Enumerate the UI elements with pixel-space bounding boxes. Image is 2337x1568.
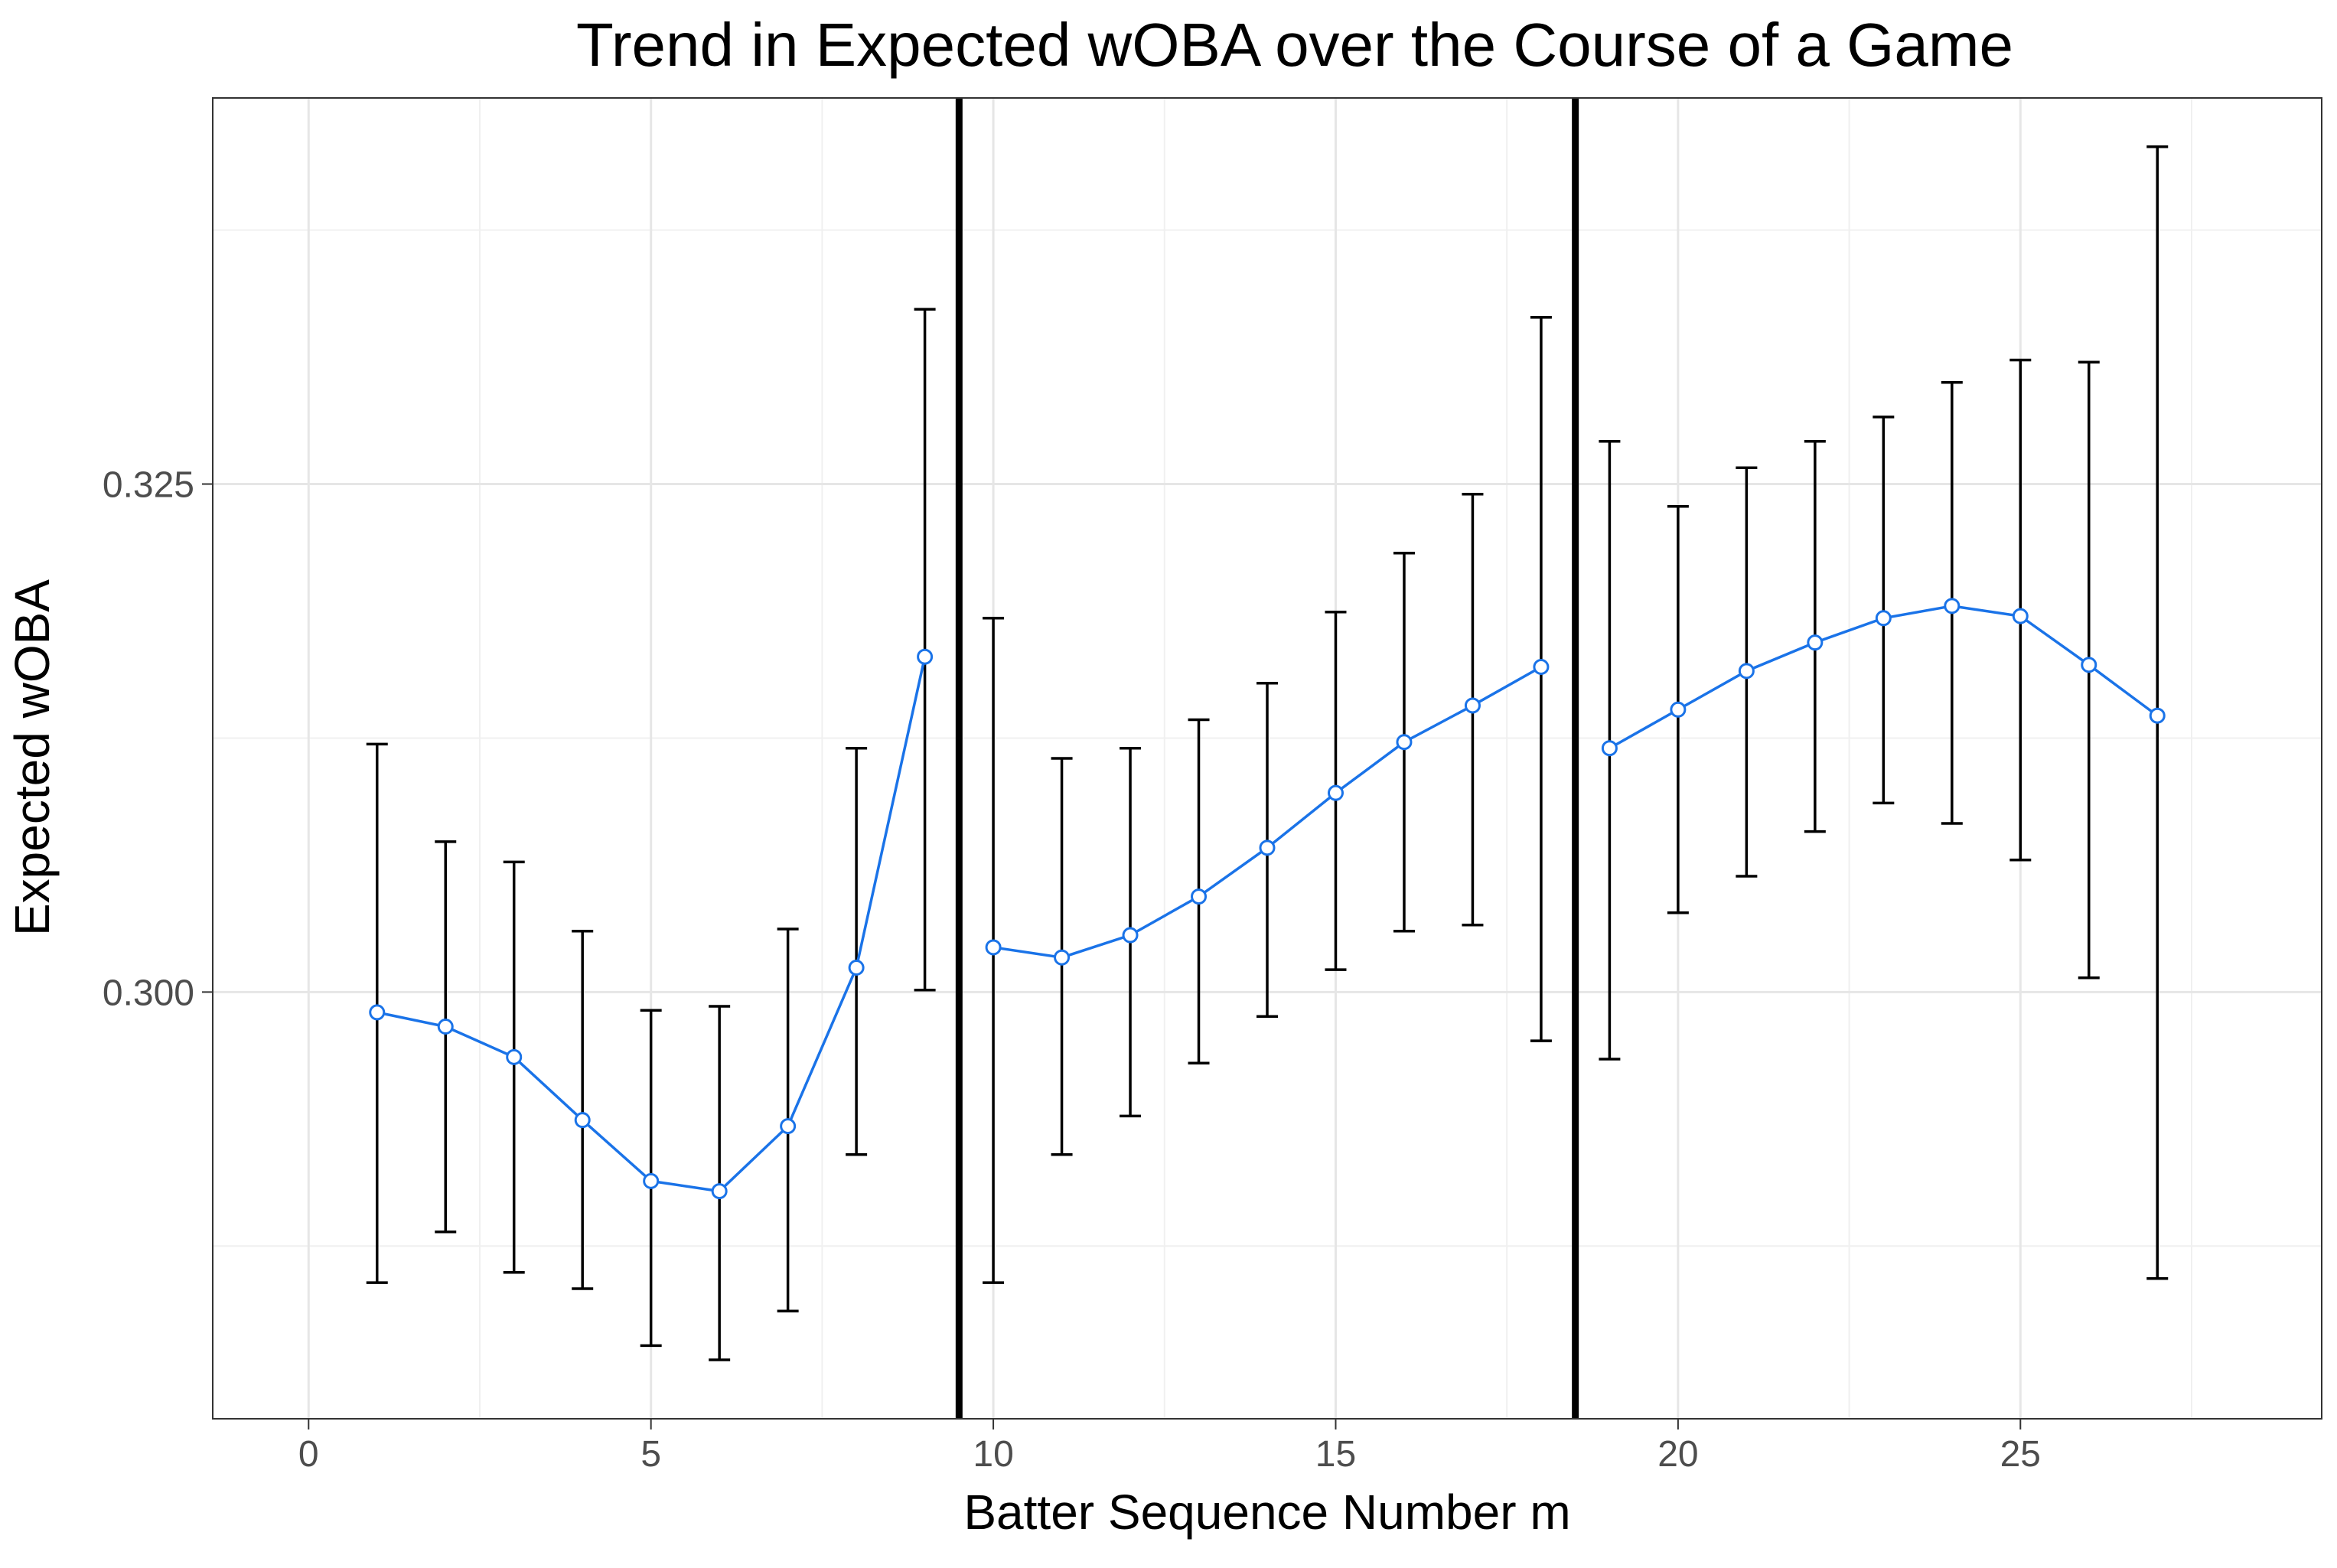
data-point — [1054, 949, 1071, 966]
error-bar — [1530, 316, 1552, 1042]
data-point — [2012, 608, 2029, 624]
error-bars — [366, 145, 2169, 1361]
chart-title: Trend in Expected wOBA over the Course o… — [576, 11, 2013, 79]
data-point — [848, 960, 865, 976]
x-tick-label: 0 — [298, 1434, 319, 1475]
data-point — [1122, 927, 1139, 944]
x-axis: 0 5 10 15 20 25 — [298, 1419, 2041, 1475]
data-series — [369, 598, 2166, 1200]
data-point — [643, 1172, 660, 1189]
data-point — [1738, 663, 1755, 680]
y-axis: 0.300 0.325 — [103, 465, 213, 1013]
data-point — [780, 1118, 797, 1135]
x-tick-label: 15 — [1315, 1434, 1356, 1475]
data-point — [1191, 888, 1208, 905]
data-point — [1807, 634, 1824, 651]
x-tick-label: 10 — [973, 1434, 1013, 1475]
x-tick-label: 25 — [2000, 1434, 2041, 1475]
data-point — [2081, 657, 2097, 673]
data-point — [1670, 701, 1687, 718]
error-bar — [435, 840, 457, 1234]
data-point — [1944, 598, 1961, 614]
x-axis-title: Batter Sequence Number m — [963, 1485, 1570, 1540]
x-tick-label: 5 — [640, 1434, 661, 1475]
y-axis-title: Expected wOBA — [5, 579, 60, 936]
error-bar — [709, 1005, 731, 1361]
y-tick-label: 0.325 — [103, 465, 194, 506]
error-bar — [503, 860, 525, 1274]
plot-panel-border — [212, 97, 2322, 1420]
data-point — [369, 1004, 386, 1021]
data-point — [985, 939, 1002, 956]
data-point — [2149, 707, 2166, 724]
data-point — [1327, 784, 1344, 801]
y-tick-label: 0.300 — [103, 973, 194, 1013]
data-point — [506, 1048, 523, 1065]
data-point — [917, 648, 934, 665]
data-point — [1875, 610, 1892, 627]
data-point — [1259, 839, 1276, 856]
data-point — [437, 1019, 454, 1035]
data-point — [1396, 734, 1413, 751]
error-bar — [846, 746, 868, 1156]
error-bar — [1873, 416, 1895, 805]
data-point — [574, 1112, 591, 1129]
inning-separator-lines — [955, 98, 1579, 1419]
data-point — [1601, 740, 1618, 757]
error-bar — [572, 929, 594, 1290]
data-point — [1533, 659, 1550, 676]
x-tick-label: 20 — [1657, 1434, 1698, 1475]
data-point — [1464, 697, 1481, 714]
data-point — [711, 1183, 728, 1200]
